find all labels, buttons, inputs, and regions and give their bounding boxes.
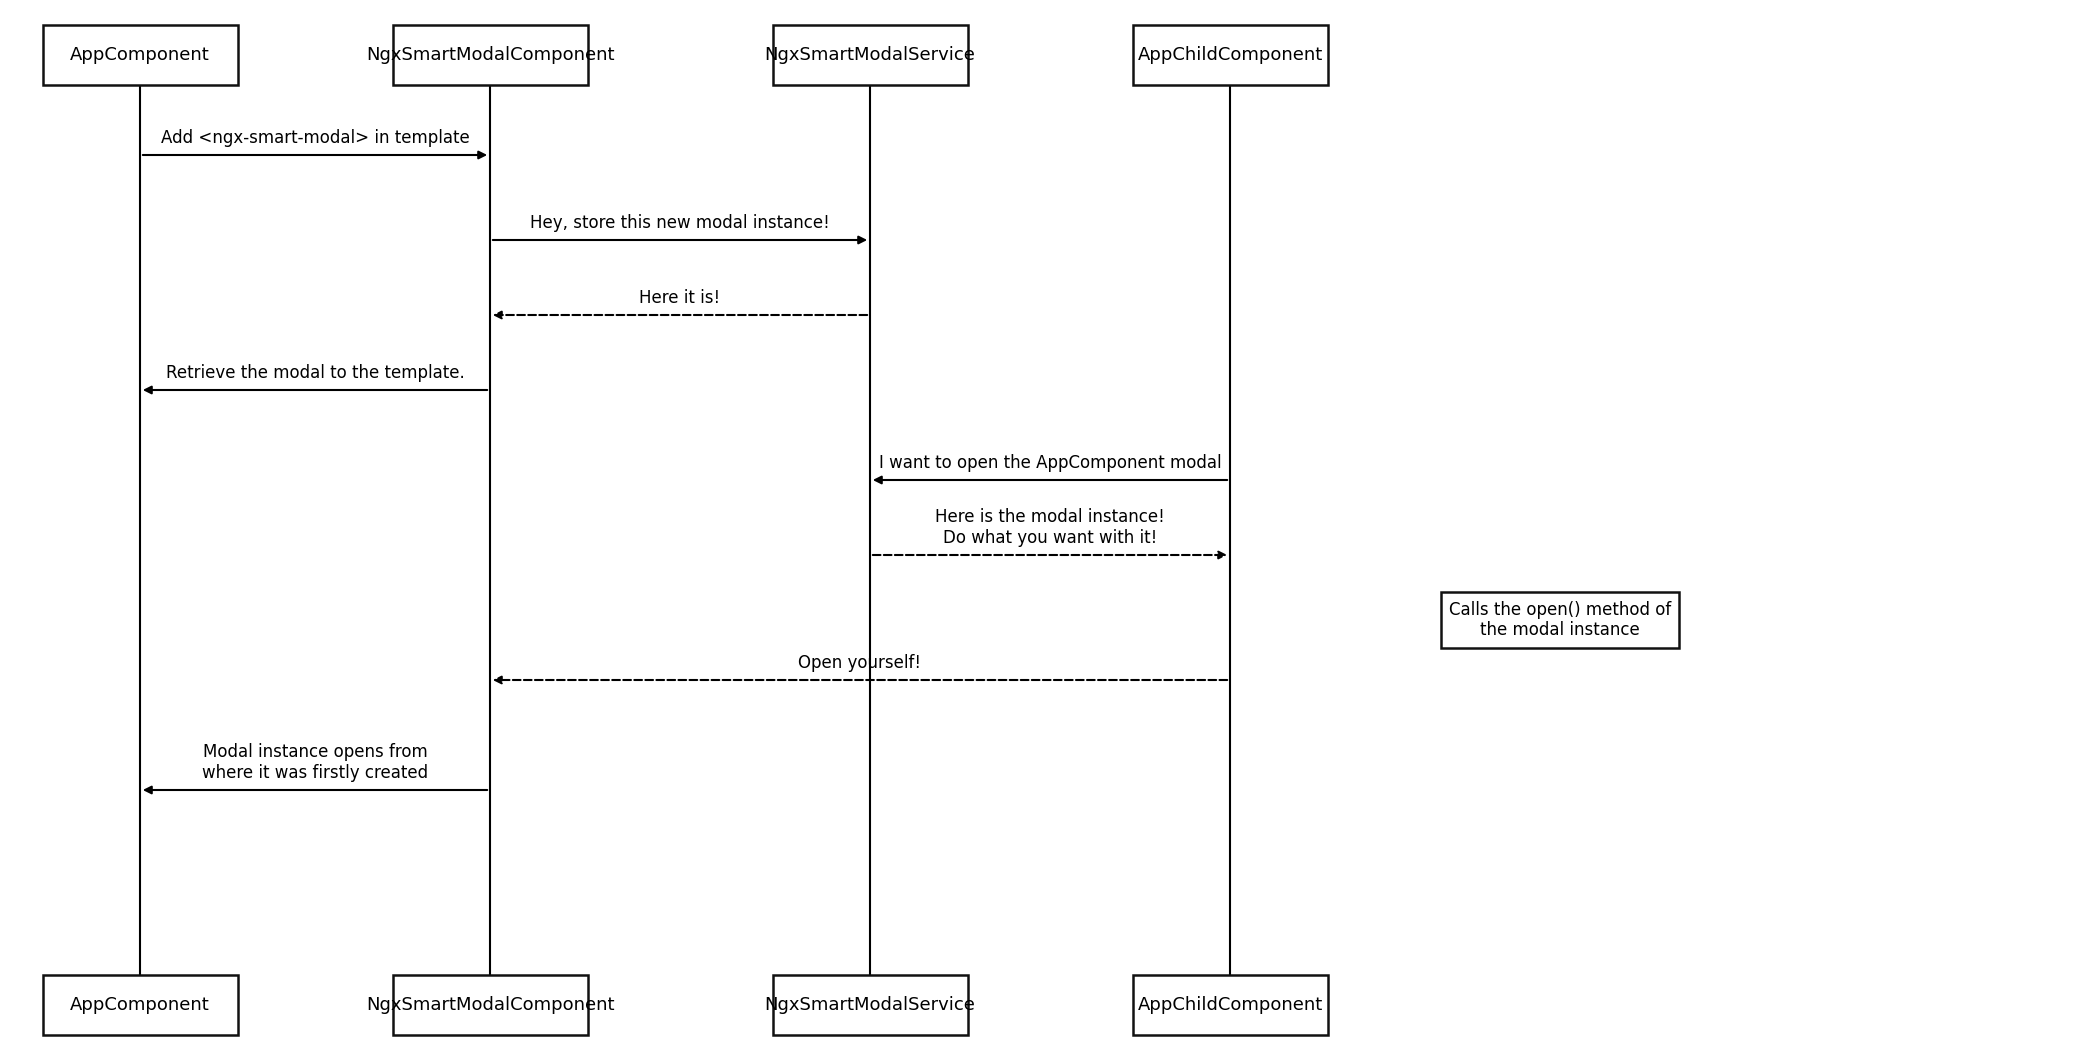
Text: AppComponent: AppComponent xyxy=(71,46,209,64)
Bar xyxy=(41,25,239,84)
Text: Modal instance opens from
where it was firstly created: Modal instance opens from where it was f… xyxy=(201,743,427,782)
Bar xyxy=(41,975,239,1035)
Text: Here it is!: Here it is! xyxy=(639,289,720,307)
Text: Retrieve the modal to the template.: Retrieve the modal to the template. xyxy=(166,364,465,382)
Bar xyxy=(1132,975,1327,1035)
Text: I want to open the AppComponent modal: I want to open the AppComponent modal xyxy=(879,454,1222,472)
Text: Add <ngx-smart-modal> in template: Add <ngx-smart-modal> in template xyxy=(160,129,469,147)
Text: NgxSmartModalComponent: NgxSmartModalComponent xyxy=(365,46,614,64)
Text: Hey, store this new modal instance!: Hey, store this new modal instance! xyxy=(531,214,830,232)
Text: NgxSmartModalService: NgxSmartModalService xyxy=(765,996,975,1014)
Text: AppComponent: AppComponent xyxy=(71,996,209,1014)
Text: Open yourself!: Open yourself! xyxy=(798,654,921,672)
Text: NgxSmartModalComponent: NgxSmartModalComponent xyxy=(365,996,614,1014)
Text: AppChildComponent: AppChildComponent xyxy=(1137,996,1323,1014)
Bar xyxy=(772,25,966,84)
Text: Here is the modal instance!
Do what you want with it!: Here is the modal instance! Do what you … xyxy=(935,508,1166,547)
Bar xyxy=(772,975,966,1035)
Text: NgxSmartModalService: NgxSmartModalService xyxy=(765,46,975,64)
Bar xyxy=(392,25,587,84)
Bar xyxy=(392,975,587,1035)
Text: Calls the open() method of
the modal instance: Calls the open() method of the modal ins… xyxy=(1450,601,1672,639)
Bar xyxy=(1132,25,1327,84)
Text: AppChildComponent: AppChildComponent xyxy=(1137,46,1323,64)
